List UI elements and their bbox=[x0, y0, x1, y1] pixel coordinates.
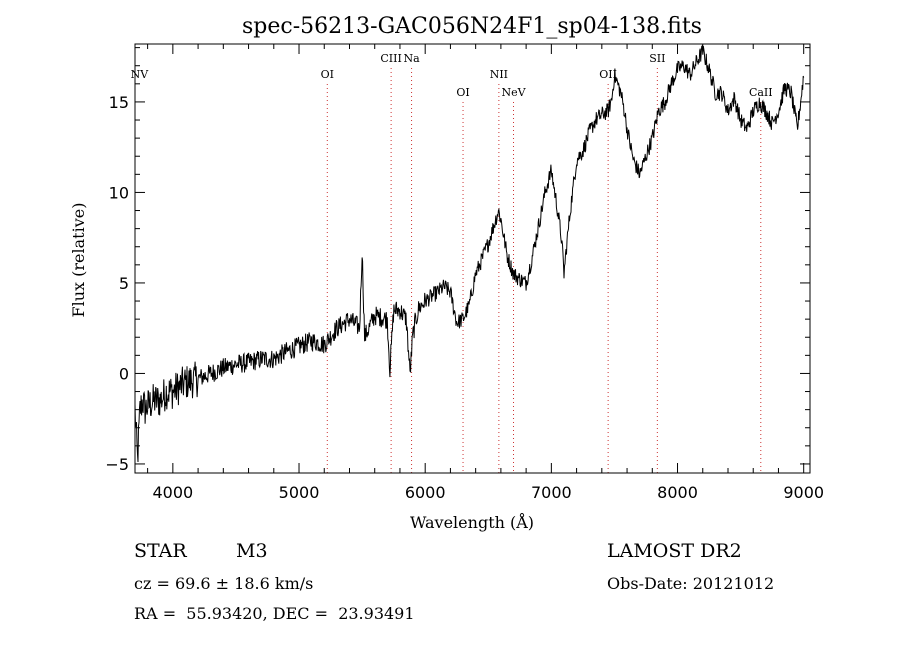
object-class: STAR bbox=[134, 540, 187, 562]
y-tick-label: 5 bbox=[119, 274, 129, 293]
emission-line-label: CaII bbox=[749, 86, 773, 99]
y-tick-label: 10 bbox=[109, 183, 129, 202]
axes: 4000 5000 6000 7000 8000 9000 −5 0 5 10 15 bbox=[105, 43, 824, 502]
x-tick-label: 9000 bbox=[783, 483, 824, 502]
x-tick-label: 8000 bbox=[657, 483, 698, 502]
emission-line-label: NV bbox=[131, 68, 150, 81]
spectrum-line bbox=[134, 44, 805, 463]
y-tick-label: 0 bbox=[119, 364, 129, 383]
x-tick-label: 7000 bbox=[531, 483, 572, 502]
emission-line-label: CIII bbox=[380, 52, 401, 65]
y-tick-label: 15 bbox=[109, 93, 129, 112]
x-tick-label: 4000 bbox=[152, 483, 193, 502]
plot-frame bbox=[134, 43, 811, 474]
chart-title: spec-56213-GAC056N24F1_sp04-138.fits bbox=[242, 14, 702, 39]
coordinates: RA = 55.93420, DEC = 23.93491 bbox=[134, 604, 415, 623]
emission-line-markers: NV OI CIII Na OI NII NeV OII SII CaII bbox=[131, 52, 773, 473]
spectrum-series bbox=[134, 44, 805, 463]
x-axis-label: Wavelength (Å) bbox=[410, 512, 534, 532]
redshift-velocity: cz = 69.6 ± 18.6 km/s bbox=[134, 574, 314, 593]
x-tick-label: 5000 bbox=[279, 483, 320, 502]
survey-name: LAMOST DR2 bbox=[607, 540, 742, 562]
object-subclass: M3 bbox=[236, 540, 268, 562]
y-axis-label: Flux (relative) bbox=[69, 203, 88, 318]
emission-line-label: NII bbox=[490, 68, 508, 81]
emission-line-label: NeV bbox=[501, 86, 526, 99]
emission-line-label: OII bbox=[599, 68, 617, 81]
emission-line-label: OI bbox=[456, 86, 469, 99]
y-tick-label: −5 bbox=[105, 455, 129, 474]
emission-line-label: OI bbox=[321, 68, 334, 81]
x-tick-label: 6000 bbox=[405, 483, 446, 502]
emission-line-label: Na bbox=[403, 52, 420, 65]
emission-line-label: SII bbox=[649, 52, 665, 65]
observation-date: Obs-Date: 20121012 bbox=[607, 574, 775, 593]
